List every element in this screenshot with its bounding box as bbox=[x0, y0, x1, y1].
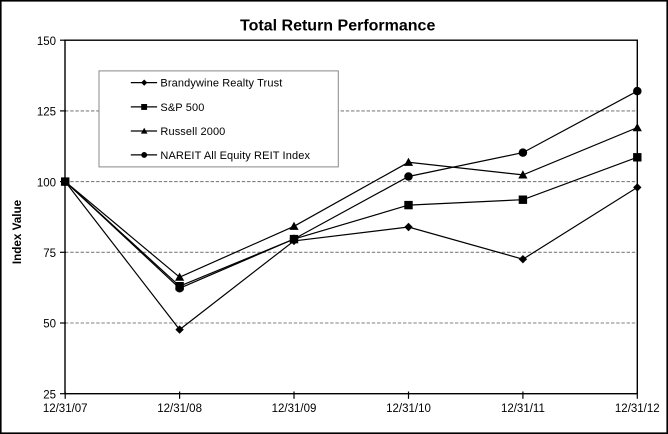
svg-text:100: 100 bbox=[37, 177, 56, 189]
svg-text:25: 25 bbox=[43, 389, 56, 401]
svg-text:12/31/08: 12/31/08 bbox=[157, 403, 202, 415]
svg-text:50: 50 bbox=[43, 319, 56, 331]
svg-text:Index Value: Index Value bbox=[11, 199, 24, 264]
svg-text:Total Return Performance: Total Return Performance bbox=[240, 18, 435, 35]
svg-text:75: 75 bbox=[43, 248, 56, 260]
svg-text:150: 150 bbox=[37, 36, 56, 48]
svg-text:12/31/11: 12/31/11 bbox=[501, 403, 545, 415]
svg-text:12/31/10: 12/31/10 bbox=[386, 403, 431, 415]
svg-text:Brandywine Realty Trust: Brandywine Realty Trust bbox=[160, 78, 282, 90]
svg-text:S&P 500: S&P 500 bbox=[160, 102, 204, 114]
svg-text:12/31/09: 12/31/09 bbox=[272, 403, 317, 415]
svg-text:12/31/12: 12/31/12 bbox=[615, 403, 660, 415]
svg-text:NAREIT All Equity REIT Index: NAREIT All Equity REIT Index bbox=[160, 150, 310, 162]
svg-text:12/31/07: 12/31/07 bbox=[43, 403, 88, 415]
svg-text:Russell 2000: Russell 2000 bbox=[160, 126, 225, 138]
svg-text:125: 125 bbox=[37, 107, 56, 119]
